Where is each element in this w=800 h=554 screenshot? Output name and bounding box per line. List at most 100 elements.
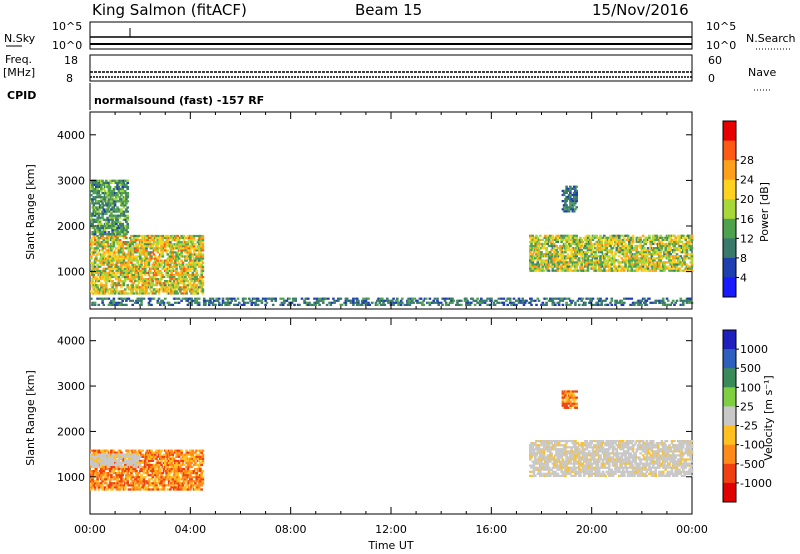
echo-cell <box>610 242 614 246</box>
echo-cell <box>575 206 578 209</box>
echo-cell <box>574 185 577 188</box>
echo-cell <box>579 253 582 256</box>
echo-cell <box>606 257 610 260</box>
echo-cell <box>97 181 101 184</box>
echo-cell <box>644 242 647 246</box>
echo-cell <box>192 290 196 293</box>
echo-cell <box>575 236 578 239</box>
echo-cell <box>156 278 160 281</box>
echo-cell <box>623 255 626 258</box>
echo-cell <box>546 267 550 270</box>
echo-cell <box>101 278 104 281</box>
echo-cell <box>447 303 450 306</box>
echo-cell <box>329 303 333 306</box>
echo-cell <box>113 275 117 279</box>
echo-cell <box>653 238 656 241</box>
echo-cell <box>668 257 671 260</box>
echo-cell <box>328 301 331 304</box>
echo-cell <box>217 303 221 306</box>
echo-cell <box>166 249 170 252</box>
echo-cell <box>683 236 686 239</box>
echo-cell <box>650 261 654 264</box>
echo-cell <box>460 303 463 306</box>
echo-cell <box>344 303 348 306</box>
echo-cell <box>122 234 126 238</box>
echo-cell <box>392 301 395 304</box>
echo-cell <box>123 288 127 291</box>
echo-cell <box>125 253 128 256</box>
echo-cell <box>209 297 212 300</box>
echo-cell <box>585 259 588 262</box>
echo-cell <box>653 259 656 262</box>
echo-cell <box>569 257 572 260</box>
echo-cell <box>579 267 582 270</box>
echo-cell <box>127 263 131 266</box>
echo-cell <box>572 249 576 252</box>
echo-cell <box>280 301 284 304</box>
echo-cell <box>128 245 132 248</box>
echo-cell <box>638 303 641 306</box>
echo-cell <box>93 214 97 217</box>
echo-cell <box>597 251 601 254</box>
echo-cell <box>590 261 593 264</box>
echo-cell <box>180 253 183 256</box>
echo-cell <box>631 238 635 241</box>
echo-cell <box>630 259 634 262</box>
echo-cell <box>182 265 186 268</box>
echo-cell <box>424 297 428 300</box>
echo-cell <box>591 297 595 300</box>
echo-cell <box>590 244 593 248</box>
echo-cell <box>107 484 111 487</box>
echo-cell <box>113 478 117 481</box>
echo-cell <box>307 303 310 306</box>
echo-cell <box>584 242 587 246</box>
echo-cell <box>90 290 93 293</box>
echo-cell <box>111 261 114 264</box>
echo-cell <box>343 301 346 304</box>
echo-cell <box>545 247 548 250</box>
echo-cell <box>626 234 630 237</box>
echo-cell <box>604 238 607 241</box>
echo-cell <box>98 229 102 232</box>
echo-cell <box>116 290 119 293</box>
echo-cell <box>196 255 200 258</box>
echo-cell <box>121 202 124 205</box>
echo-cell <box>574 191 577 194</box>
echo-cell <box>90 269 93 272</box>
echo-cell <box>559 267 562 270</box>
echo-cell <box>658 299 661 302</box>
echo-cell <box>206 299 210 302</box>
echo-cell <box>120 245 123 248</box>
echo-cell <box>105 183 108 186</box>
echo-cell <box>95 453 98 456</box>
echo-cell <box>103 271 107 274</box>
echo-cell <box>145 290 148 293</box>
echo-cell <box>551 267 555 270</box>
echo-cell <box>628 236 631 239</box>
echo-cell <box>174 251 177 254</box>
echo-cell <box>117 467 121 471</box>
echo-cell <box>685 301 689 304</box>
echo-cell <box>91 185 94 189</box>
echo-cell <box>650 257 654 260</box>
echo-cell <box>122 200 126 203</box>
echo-cell <box>673 240 676 243</box>
echo-cell <box>581 253 585 256</box>
echo-cell <box>240 303 244 306</box>
echo-cell <box>137 476 141 479</box>
echo-cell <box>669 303 672 306</box>
echo-cell <box>150 275 153 279</box>
colorbar-segment <box>723 257 736 278</box>
echo-cell <box>579 249 582 252</box>
echo-cell <box>159 303 162 306</box>
echo-cell <box>125 236 128 240</box>
echo-cell <box>303 299 306 302</box>
echo-cell <box>569 202 572 205</box>
echo-cell <box>634 301 637 304</box>
echo-cell <box>125 226 128 230</box>
echo-cell <box>117 253 121 256</box>
echo-cell <box>123 267 127 270</box>
echo-cell <box>648 236 651 239</box>
echo-cell <box>177 278 181 281</box>
